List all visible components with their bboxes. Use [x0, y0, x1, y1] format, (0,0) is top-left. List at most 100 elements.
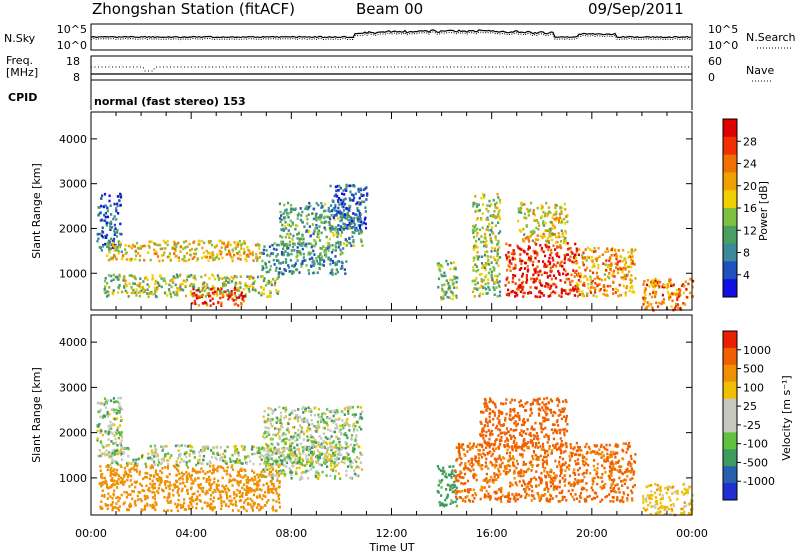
- echo-cell: [340, 460, 343, 463]
- echo-cell: [132, 466, 135, 470]
- echo-cell: [556, 251, 559, 255]
- echo-cell: [478, 294, 481, 298]
- echo-cell: [611, 246, 614, 250]
- echo-cell: [110, 431, 113, 434]
- echo-cell: [336, 464, 339, 467]
- echo-cell: [490, 462, 494, 465]
- echo-cell: [277, 463, 280, 467]
- echo-cell: [120, 458, 124, 461]
- echo-cell: [532, 273, 535, 277]
- echo-cell: [245, 491, 248, 495]
- echo-cell: [285, 261, 288, 264]
- echo-cell: [127, 462, 130, 465]
- echo-cell: [158, 476, 161, 479]
- echo-cell: [523, 203, 526, 206]
- echo-cell: [253, 475, 256, 478]
- echo-cell: [594, 289, 597, 292]
- echo-cell: [234, 452, 237, 455]
- echo-cell: [307, 213, 310, 216]
- echo-cell: [583, 281, 586, 285]
- echo-cell: [263, 432, 266, 435]
- echo-cell: [307, 269, 310, 272]
- echo-cell: [538, 476, 541, 479]
- echo-cell: [451, 501, 455, 504]
- echo-cell: [223, 455, 226, 459]
- echo-cell: [572, 269, 575, 272]
- echo-cell: [524, 495, 528, 498]
- echo-cell: [133, 468, 136, 472]
- echo-cell: [280, 451, 283, 455]
- echo-cell: [111, 449, 114, 452]
- echo-cell: [475, 269, 478, 273]
- echo-cell: [297, 419, 300, 423]
- echo-cell: [257, 483, 260, 487]
- echo-cell: [525, 492, 528, 496]
- echo-cell: [564, 269, 567, 273]
- echo-cell: [534, 250, 537, 253]
- echo-cell: [331, 447, 334, 451]
- echo-cell: [203, 300, 207, 304]
- echo-cell: [248, 275, 251, 278]
- echo-cell: [201, 246, 204, 250]
- echo-cell: [493, 293, 496, 296]
- echo-cell: [112, 417, 115, 420]
- echo-cell: [257, 244, 260, 247]
- echo-cell: [336, 458, 339, 461]
- echo-cell: [258, 488, 261, 491]
- echo-cell: [489, 495, 492, 498]
- echo-cell: [577, 253, 580, 257]
- echo-cell: [211, 254, 214, 257]
- echo-cell: [332, 207, 335, 210]
- echo-cell: [224, 283, 227, 287]
- echo-cell: [561, 220, 564, 224]
- echo-cell: [275, 463, 278, 467]
- echo-cell: [323, 260, 326, 263]
- echo-cell: [246, 476, 249, 479]
- echo-cell: [299, 477, 303, 480]
- echo-cell: [205, 255, 208, 259]
- echo-cell: [488, 233, 492, 237]
- echo-cell: [113, 202, 116, 206]
- echo-cell: [559, 212, 562, 216]
- echo-cell: [146, 292, 149, 295]
- echo-cell: [263, 491, 267, 494]
- echo-cell: [555, 216, 558, 220]
- echo-cell: [352, 193, 355, 197]
- echo-cell: [119, 480, 122, 484]
- echo-cell: [481, 279, 484, 282]
- echo-cell: [464, 482, 467, 485]
- echo-cell: [361, 410, 364, 414]
- echo-cell: [155, 250, 158, 253]
- echo-cell: [129, 493, 132, 496]
- echo-cell: [613, 253, 616, 257]
- echo-cell: [545, 459, 548, 463]
- echo-cell: [229, 474, 232, 478]
- echo-cell: [344, 272, 347, 275]
- echo-cell: [148, 285, 151, 288]
- echo-cell: [309, 234, 312, 237]
- echo-cell: [212, 292, 215, 296]
- echo-cell: [441, 469, 445, 473]
- echo-cell: [107, 242, 110, 246]
- echo-cell: [151, 293, 154, 296]
- echo-cell: [544, 229, 547, 232]
- echo-cell: [301, 471, 304, 474]
- echo-cell: [472, 488, 475, 492]
- echo-cell: [215, 485, 218, 488]
- echo-cell: [260, 475, 263, 478]
- echo-cell: [318, 425, 321, 429]
- echo-cell: [131, 489, 134, 493]
- echo-cell: [195, 506, 198, 510]
- echo-cell: [231, 248, 234, 252]
- echo-cell: [236, 448, 239, 451]
- echo-cell: [471, 279, 474, 283]
- echo-cell: [264, 504, 267, 507]
- echo-cell: [485, 244, 488, 247]
- echo-cell: [330, 269, 333, 273]
- echo-cell: [317, 262, 320, 265]
- echo-cell: [510, 262, 513, 265]
- echo-cell: [613, 478, 616, 482]
- echo-cell: [510, 482, 513, 486]
- echo-cell: [359, 238, 363, 242]
- echo-cell: [328, 246, 331, 249]
